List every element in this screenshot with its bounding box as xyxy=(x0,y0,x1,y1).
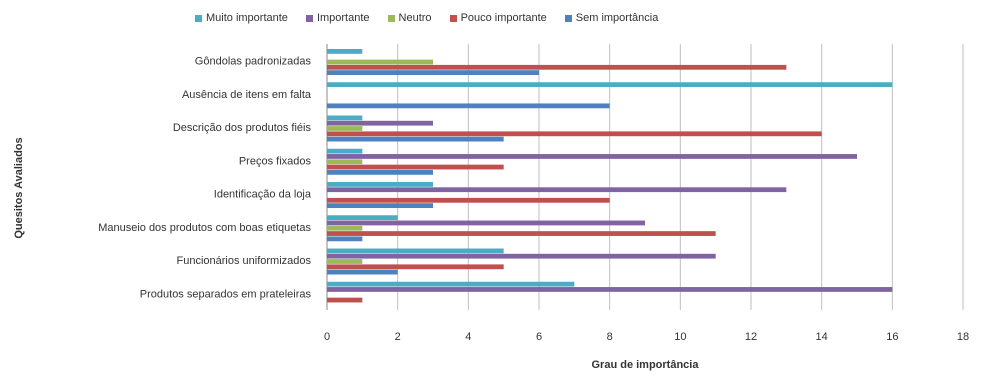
bar xyxy=(327,259,363,264)
legend-label: Muito importante xyxy=(206,12,288,24)
bar xyxy=(327,103,610,109)
bar xyxy=(327,169,433,175)
legend-label: Importante xyxy=(316,12,370,24)
bar xyxy=(327,231,716,236)
bar xyxy=(327,253,716,259)
category-label: Preços fixados xyxy=(239,155,312,167)
x-tick-label: 16 xyxy=(886,331,898,343)
bar xyxy=(327,126,363,131)
legend-label: Pouco importante xyxy=(460,12,547,24)
bar xyxy=(327,82,893,88)
legend-swatch xyxy=(305,14,313,22)
x-axis-title: Grau de importância xyxy=(592,359,700,371)
category-label: Gôndolas padronizadas xyxy=(195,56,312,68)
bar xyxy=(327,64,787,70)
category-label: Ausência de itens em falta xyxy=(182,89,312,101)
bar xyxy=(327,281,575,287)
bar xyxy=(327,220,645,226)
category-labels: Gôndolas padronizadas Ausência de itens e… xyxy=(98,56,312,301)
bar xyxy=(327,264,504,270)
x-tick-label: 2 xyxy=(395,331,401,343)
y-axis-title: Quesitos Avaliados xyxy=(13,137,25,238)
bar xyxy=(327,248,504,254)
x-tick-label: 10 xyxy=(674,331,686,343)
legend-swatch xyxy=(387,14,395,22)
legend-swatch xyxy=(195,14,202,22)
x-tick-label: 0 xyxy=(324,331,330,343)
bar xyxy=(327,269,398,275)
legend: Muito importante Importante Neutro Pouco im… xyxy=(195,12,895,24)
bar xyxy=(327,203,433,208)
x-tick-label: 18 xyxy=(957,331,969,343)
legend-label: Neutro xyxy=(398,12,432,24)
bar xyxy=(327,49,363,54)
bar xyxy=(327,131,822,137)
legend-item: Pouco importante xyxy=(449,12,547,24)
category-label: Descrição dos produtos fiéis xyxy=(173,122,312,134)
bar xyxy=(327,70,539,75)
x-tick-label: 12 xyxy=(745,331,757,343)
category-label: Manuseio dos produtos com boas etiquetas xyxy=(98,222,311,234)
x-tick-label: 4 xyxy=(465,331,471,343)
bar xyxy=(327,154,857,159)
category-label: Identificação da loja xyxy=(214,189,312,201)
bar xyxy=(327,59,433,65)
legend-item: Sem importância xyxy=(564,12,659,24)
legend-item: Muito importante xyxy=(195,12,288,24)
legend-item: Importante xyxy=(305,12,370,24)
bars xyxy=(327,49,893,303)
bar xyxy=(327,164,504,170)
bar xyxy=(327,136,504,142)
category-label: Funcionários uniformizados xyxy=(176,255,311,267)
bar xyxy=(327,115,363,121)
legend-swatch xyxy=(564,14,572,22)
tick-labels: 0 2 4 6 8 10 12 14 16 18 xyxy=(324,331,969,343)
legend-label: Sem importância xyxy=(575,12,659,24)
x-tick-label: 6 xyxy=(536,331,542,343)
bar xyxy=(327,159,363,165)
x-tick-label: 14 xyxy=(816,331,828,343)
bar xyxy=(327,187,787,193)
bar xyxy=(327,148,363,154)
legend-swatch xyxy=(449,14,457,22)
bar xyxy=(327,182,433,187)
bar xyxy=(327,120,433,126)
x-tick-label: 8 xyxy=(607,331,613,343)
bar xyxy=(327,287,893,292)
bar xyxy=(327,297,363,303)
bar xyxy=(327,236,363,242)
legend-item: Neutro xyxy=(387,12,432,24)
category-label: Produtos separados em prateleiras xyxy=(140,288,312,300)
bar xyxy=(327,197,610,203)
bar xyxy=(327,215,398,221)
bar xyxy=(327,225,363,231)
